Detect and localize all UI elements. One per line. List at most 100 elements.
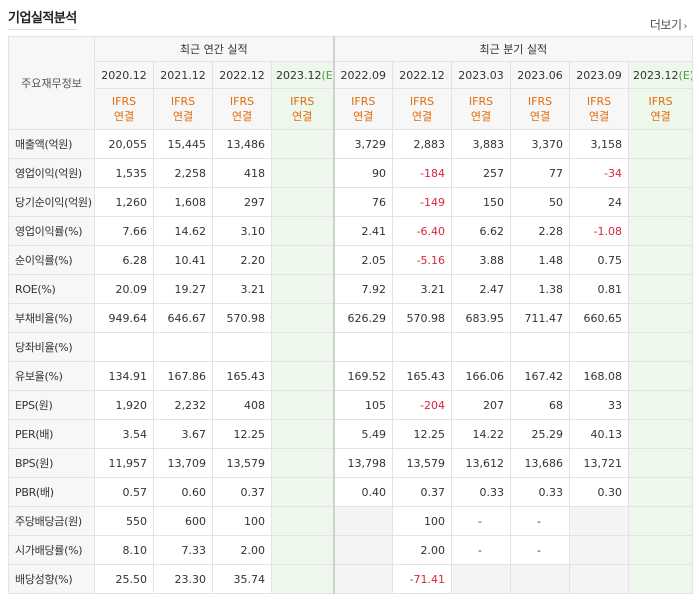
period-header: 2023.12(E) — [270, 61, 335, 89]
row-label: 당기순이익(억원) — [8, 187, 95, 217]
basis-standard: IFRS — [111, 95, 137, 108]
cell-value: 20.09 — [94, 274, 154, 304]
period-header: 2020.12 — [94, 61, 154, 89]
more-link[interactable]: 더보기 › — [650, 16, 688, 33]
cell-value: 3.88 — [451, 245, 512, 275]
cell-value: 134.91 — [94, 361, 154, 391]
cell-value: 6.62 — [451, 216, 512, 246]
row-label: 유보율(%) — [8, 361, 95, 391]
cell-value: 2,232 — [153, 390, 213, 420]
basis-scope: 연결 — [470, 110, 492, 123]
cell-value: 0.81 — [569, 274, 630, 304]
basis-header: IFRS 연결 — [270, 88, 335, 130]
cell-value — [332, 506, 394, 536]
row-label: EPS(원) — [8, 390, 95, 420]
cell-value: 2.47 — [451, 274, 512, 304]
table-row: 매출액(억원) 20,055 15,445 13,486 3,729 2,883 3,883… — [8, 129, 694, 159]
cell-value: 297 — [212, 187, 272, 217]
cell-value: 50 — [510, 187, 571, 217]
cell-value: 660.65 — [569, 303, 630, 333]
cell-value — [332, 535, 394, 565]
row-label: 시가배당률(%) — [8, 535, 95, 565]
cell-value: 13,579 — [212, 448, 272, 478]
cell-value — [270, 361, 335, 391]
cell-value: 13,798 — [332, 448, 394, 478]
cell-value: 25.50 — [94, 564, 154, 594]
basis-header: IFRS 연결 — [628, 88, 694, 130]
cell-value — [270, 187, 335, 217]
basis-scope: 연결 — [588, 110, 610, 123]
basis-standard: IFRS — [586, 95, 612, 108]
cell-value: 1,920 — [94, 390, 154, 420]
cell-value: 0.37 — [212, 477, 272, 507]
cell-value — [569, 535, 630, 565]
cell-value: 0.37 — [392, 477, 453, 507]
cell-value: 35.74 — [212, 564, 272, 594]
cell-value: 100 — [392, 506, 453, 536]
cell-value: 166.06 — [451, 361, 512, 391]
cell-value: 11,957 — [94, 448, 154, 478]
basis-standard: IFRS — [409, 95, 435, 108]
basis-header: IFRS 연결 — [332, 88, 394, 130]
cell-value: -204 — [392, 390, 453, 420]
basis-standard: IFRS — [170, 95, 196, 108]
table-row: 당기순이익(억원) 1,260 1,608 297 76 -149 150 50 24 — [8, 187, 694, 217]
cell-value: 13,486 — [212, 129, 272, 159]
row-label: PBR(배) — [8, 477, 95, 507]
cell-value — [628, 535, 694, 565]
cell-value — [270, 419, 335, 449]
cell-value: 711.47 — [510, 303, 571, 333]
table-row: 영업이익(억원) 1,535 2,258 418 90 -184 257 77 -34 — [8, 158, 694, 188]
cell-value: 14.22 — [451, 419, 512, 449]
cell-value — [451, 564, 512, 594]
table-row: PBR(배) 0.57 0.60 0.37 0.40 0.37 0.33 0.33 0.30 — [8, 477, 694, 507]
cell-value: -5.16 — [392, 245, 453, 275]
cell-value: 949.64 — [94, 303, 154, 333]
cell-value: 2,258 — [153, 158, 213, 188]
period-header-row: 2020.122021.122022.122023.12(E)2022.0920… — [9, 61, 694, 89]
basis-standard: IFRS — [527, 95, 553, 108]
basis-header: IFRS 연결 — [569, 88, 630, 130]
cell-value: 1,535 — [94, 158, 154, 188]
estimate-mark: (E) — [321, 68, 333, 82]
basis-scope: 연결 — [113, 110, 135, 123]
cell-value: 5.49 — [332, 419, 394, 449]
cell-value — [569, 332, 630, 362]
basis-header: IFRS 연결 — [212, 88, 272, 130]
cell-value: 550 — [94, 506, 154, 536]
cell-value — [510, 564, 571, 594]
cell-value: 23.30 — [153, 564, 213, 594]
cell-value — [628, 303, 694, 333]
cell-value: 13,721 — [569, 448, 630, 478]
table-row: 부채비율(%) 949.64 646.67 570.98 626.29 570.98 683… — [8, 303, 694, 333]
basis-header: IFRS 연결 — [392, 88, 453, 130]
cell-value — [392, 332, 453, 362]
cell-value — [270, 506, 335, 536]
cell-value — [270, 477, 335, 507]
table-row: 영업이익률(%) 7.66 14.62 3.10 2.41 -6.40 6.62 2.28 -1… — [8, 216, 694, 246]
period-header: 2023.12(E) — [628, 61, 694, 89]
chevron-right-icon: › — [683, 21, 688, 32]
cell-value — [332, 332, 394, 362]
basis-standard: IFRS — [229, 95, 255, 108]
row-label: 당좌비율(%) — [8, 332, 95, 362]
estimate-mark: (E) — [678, 68, 693, 82]
cell-value: -6.40 — [392, 216, 453, 246]
cell-value: 68 — [510, 390, 571, 420]
cell-value: 76 — [332, 187, 394, 217]
cell-value — [628, 448, 694, 478]
cell-value: - — [510, 506, 571, 536]
cell-value: 683.95 — [451, 303, 512, 333]
cell-value: 0.40 — [332, 477, 394, 507]
table-row: 당좌비율(%) — [8, 332, 694, 362]
cell-value: 14.62 — [153, 216, 213, 246]
cell-value: 3,370 — [510, 129, 571, 159]
section-title: 기업실적분석 — [8, 7, 77, 30]
period-header: 2021.12 — [153, 61, 213, 89]
cell-value: 12.25 — [392, 419, 453, 449]
cell-value: 2,883 — [392, 129, 453, 159]
cell-value: 7.66 — [94, 216, 154, 246]
cell-value — [270, 448, 335, 478]
row-label: 주당배당금(원) — [8, 506, 95, 536]
table-row: ROE(%) 20.09 19.27 3.21 7.92 3.21 2.47 1.38 0.81 — [8, 274, 694, 304]
